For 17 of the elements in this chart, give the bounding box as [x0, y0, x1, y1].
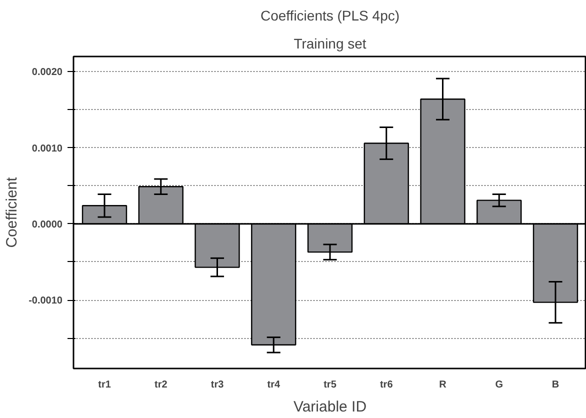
x-tick-label: tr5 — [324, 380, 337, 390]
y-tick-label: -0.0010 — [28, 296, 63, 307]
y-tick-label: 0.0020 — [32, 67, 63, 78]
x-tick-label: tr1 — [98, 380, 112, 390]
chart-title: Coefficients (PLS 4pc) — [260, 8, 400, 24]
x-tick-label: tr2 — [154, 380, 168, 390]
x-tick-label: tr3 — [210, 380, 224, 390]
y-tick-label: 0.0010 — [32, 143, 63, 154]
x-tick-label: tr6 — [380, 380, 394, 390]
x-tick-label: G — [495, 380, 504, 390]
x-tick-label: R — [439, 380, 448, 390]
y-axis-title: Coefficient — [4, 176, 21, 248]
y-tick-label: 0.0000 — [32, 219, 63, 230]
x-tick-label: B — [552, 380, 560, 390]
x-axis-title: Variable ID — [293, 398, 367, 416]
x-tick-label: tr4 — [267, 380, 280, 390]
chart-subtitle: Training set — [294, 36, 366, 52]
